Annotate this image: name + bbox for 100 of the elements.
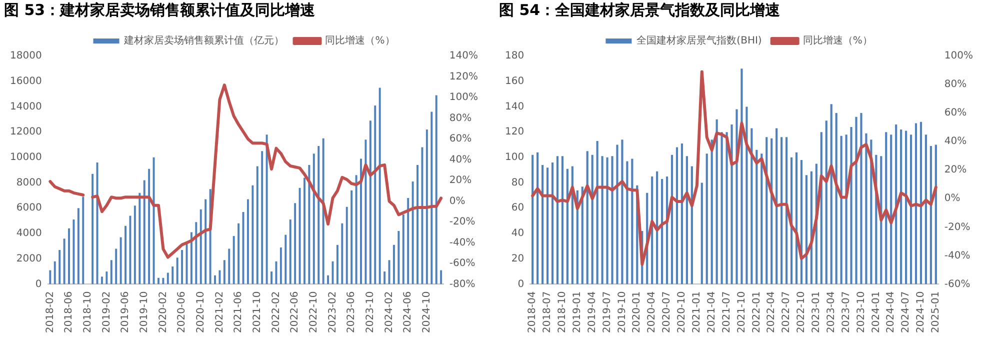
y2-tick-label: 60% <box>944 108 967 119</box>
y2-tick-label: -40% <box>449 237 476 248</box>
bar <box>541 165 544 284</box>
x-tick-label: 2020-06 <box>176 291 188 334</box>
bar <box>710 140 713 284</box>
y-tick-label: 16000 <box>10 76 42 87</box>
bar <box>532 154 534 284</box>
bar <box>890 134 892 284</box>
bar <box>785 137 788 284</box>
y2-tick-label: 0% <box>944 193 960 204</box>
x-tick-label: 2023-04 <box>826 291 837 334</box>
y-tick-label: 120 <box>504 126 524 138</box>
y-tick-label: 100 <box>504 152 524 164</box>
bar <box>805 175 808 284</box>
bar <box>840 136 842 284</box>
bar <box>860 113 862 284</box>
x-tick-label: 2024-07 <box>900 291 912 334</box>
bar <box>835 113 838 284</box>
x-tick-label: 2020-02 <box>158 291 169 334</box>
bar <box>706 154 708 284</box>
x-tick-label: 2018-02 <box>44 291 56 334</box>
bar <box>591 154 594 284</box>
bar <box>720 132 723 284</box>
bar <box>865 133 868 284</box>
x-tick-label: 2019-10 <box>138 291 150 334</box>
bar <box>551 162 554 284</box>
x-tick-label: 2018-04 <box>527 291 538 334</box>
bar <box>914 123 918 284</box>
x-tick-label: 2019-02 <box>101 291 112 334</box>
bar <box>750 128 753 284</box>
x-tick-label: 2020-01 <box>632 291 643 334</box>
x-tick-label: 2023-01 <box>811 291 822 334</box>
bar <box>626 161 628 284</box>
y2-tick-label: 120% <box>449 71 478 82</box>
x-tick-label: 2021-04 <box>706 291 718 334</box>
x-tick-label: 2022-04 <box>766 291 778 334</box>
legend-label: 同比增速（%） <box>802 34 872 47</box>
x-tick-label: 2018-10 <box>82 291 94 334</box>
y2-tick-label: 80% <box>944 79 967 90</box>
y2-tick-label: -60% <box>449 258 476 270</box>
bar <box>596 140 598 284</box>
x-tick-label: 2021-10 <box>252 291 263 334</box>
bar <box>920 122 922 284</box>
bar <box>546 168 549 284</box>
y-tick-label: 40 <box>511 228 524 240</box>
bar <box>616 144 618 284</box>
x-tick-label: 2020-04 <box>646 291 658 334</box>
bar <box>586 151 588 284</box>
x-tick-label: 2024-02 <box>384 291 395 334</box>
x-tick-label: 2025-01 <box>930 291 942 334</box>
bar <box>830 104 832 284</box>
x-tick-label: 2021-01 <box>691 291 702 334</box>
x-tick-label: 2019-07 <box>602 291 613 334</box>
bar <box>895 124 898 284</box>
y2-tick-label: 140% <box>449 50 478 62</box>
y-tick-label: 8000 <box>16 177 42 188</box>
y-tick-label: 180 <box>504 50 524 62</box>
bar <box>656 171 658 284</box>
x-tick-label: 2020-07 <box>662 291 673 334</box>
legend-label: 全国建材家居景气指数(BHI) <box>636 34 762 47</box>
y-tick-label: 140 <box>504 101 524 112</box>
x-tick-label: 2019-10 <box>616 291 628 334</box>
x-tick-label: 2023-10 <box>365 291 376 334</box>
y-tick-label: 20 <box>511 253 524 264</box>
y-tick-label: 10000 <box>10 152 42 164</box>
y2-tick-label: 100% <box>944 50 974 62</box>
y-tick-label: 6000 <box>16 202 42 214</box>
y2-tick-label: 60% <box>449 134 472 145</box>
y-tick-label: 4000 <box>16 228 42 240</box>
legend-label: 建材家居卖场销售额累计值（亿元） <box>123 34 284 47</box>
y2-tick-label: -80% <box>449 278 476 290</box>
y2-tick-label: 80% <box>449 112 472 124</box>
x-tick-label: 2022-01 <box>751 291 762 334</box>
y-tick-label: 160 <box>504 76 524 87</box>
x-tick-label: 2021-02 <box>214 291 226 334</box>
bar <box>780 137 783 284</box>
bar <box>676 147 678 284</box>
bar <box>536 152 539 284</box>
bar <box>850 127 852 284</box>
bar <box>556 156 559 284</box>
bar <box>716 119 718 284</box>
bar <box>601 156 604 284</box>
x-tick-label: 2021-06 <box>233 291 244 334</box>
y-tick-label: 0 <box>35 278 42 290</box>
bar <box>845 134 848 284</box>
bar <box>730 124 733 284</box>
bar <box>905 130 908 284</box>
y2-tick-label: -20% <box>944 222 970 233</box>
x-tick-label: 2019-01 <box>572 291 583 334</box>
x-tick-label: 2018-07 <box>542 291 554 334</box>
x-tick-label: 2024-01 <box>870 291 882 334</box>
bar <box>776 128 778 284</box>
y-tick-label: 18000 <box>10 50 42 62</box>
x-tick-label: 2022-06 <box>290 291 301 334</box>
bar <box>900 130 902 284</box>
x-tick-label: 2024-04 <box>886 291 897 334</box>
x-tick-label: 2018-10 <box>557 291 568 334</box>
x-tick-label: 2020-10 <box>195 291 206 334</box>
y2-tick-label: 0% <box>449 196 466 207</box>
x-tick-label: 2024-10 <box>916 291 927 334</box>
